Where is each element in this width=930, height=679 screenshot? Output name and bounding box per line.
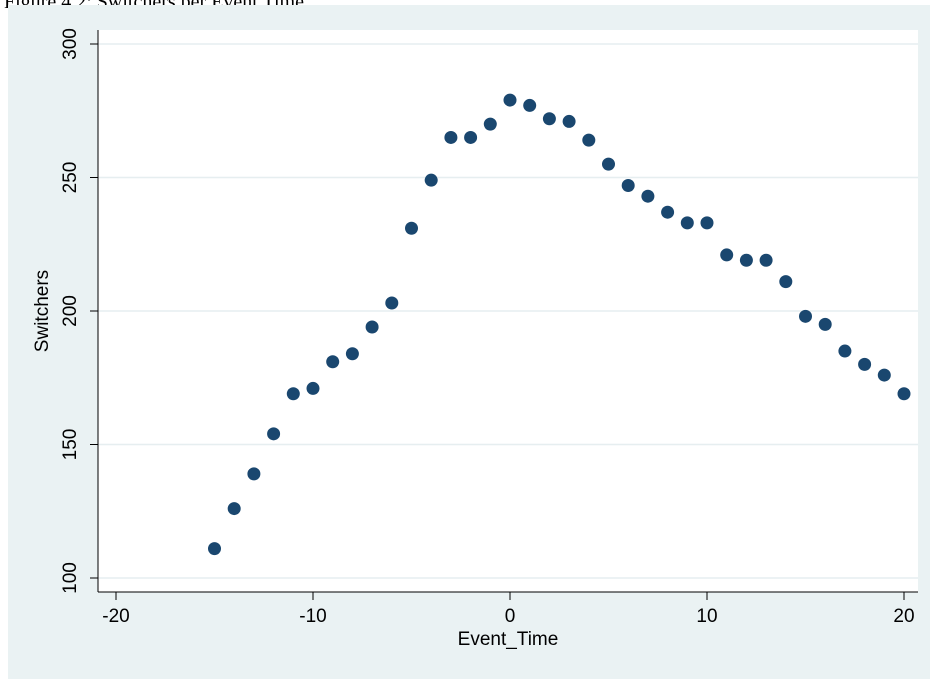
data-point: [267, 427, 281, 441]
data-point: [405, 221, 418, 235]
data-point: [602, 157, 615, 171]
y-tick-label-150: 150: [60, 429, 81, 461]
x-axis-label: Event_Time: [458, 629, 559, 650]
data-point: [641, 189, 655, 203]
data-point: [858, 357, 872, 371]
y-tick-label-200: 200: [60, 295, 81, 327]
tick-labels: 100 150 200 250 300 -20 -10 0 10 20: [60, 28, 915, 627]
data-point: [838, 344, 852, 358]
data-point: [582, 133, 596, 147]
data-point: [680, 216, 694, 230]
axes: [90, 30, 918, 600]
data-point: [700, 216, 714, 230]
data-point: [345, 347, 359, 361]
data-point: [424, 173, 438, 187]
data-point: [523, 98, 537, 112]
x-tick-label--20: -20: [102, 606, 129, 627]
data-point: [365, 320, 379, 334]
y-tick-label-250: 250: [60, 162, 81, 194]
data-point: [227, 502, 241, 516]
data-point: [306, 381, 320, 395]
data-point: [739, 253, 753, 267]
data-point: [464, 130, 478, 144]
data-point: [779, 275, 793, 289]
data-point: [385, 296, 399, 310]
data-point: [208, 542, 221, 556]
data-point: [562, 114, 576, 128]
y-tick-label-300: 300: [60, 28, 81, 60]
data-point: [799, 309, 812, 323]
data-point: [897, 387, 911, 401]
data-point: [759, 253, 773, 267]
data-point: [247, 467, 261, 481]
x-tick-label-20: 20: [893, 606, 914, 627]
y-axis-label: Switchers: [32, 270, 53, 352]
data-point: [877, 368, 891, 382]
data-point: [503, 93, 517, 107]
data-point: [818, 317, 832, 331]
data-points: [208, 93, 911, 556]
x-tick-label--10: -10: [299, 606, 326, 627]
data-point: [542, 112, 556, 126]
data-point: [661, 205, 675, 219]
gridlines: [98, 43, 918, 579]
data-point: [720, 248, 734, 262]
data-point: [286, 387, 300, 401]
data-point: [326, 355, 340, 369]
data-point: [621, 179, 635, 193]
data-point: [444, 130, 458, 144]
x-tick-label-0: 0: [505, 606, 516, 627]
y-tick-label-100: 100: [60, 562, 81, 594]
x-tick-label-10: 10: [696, 606, 717, 627]
data-point: [483, 117, 497, 131]
